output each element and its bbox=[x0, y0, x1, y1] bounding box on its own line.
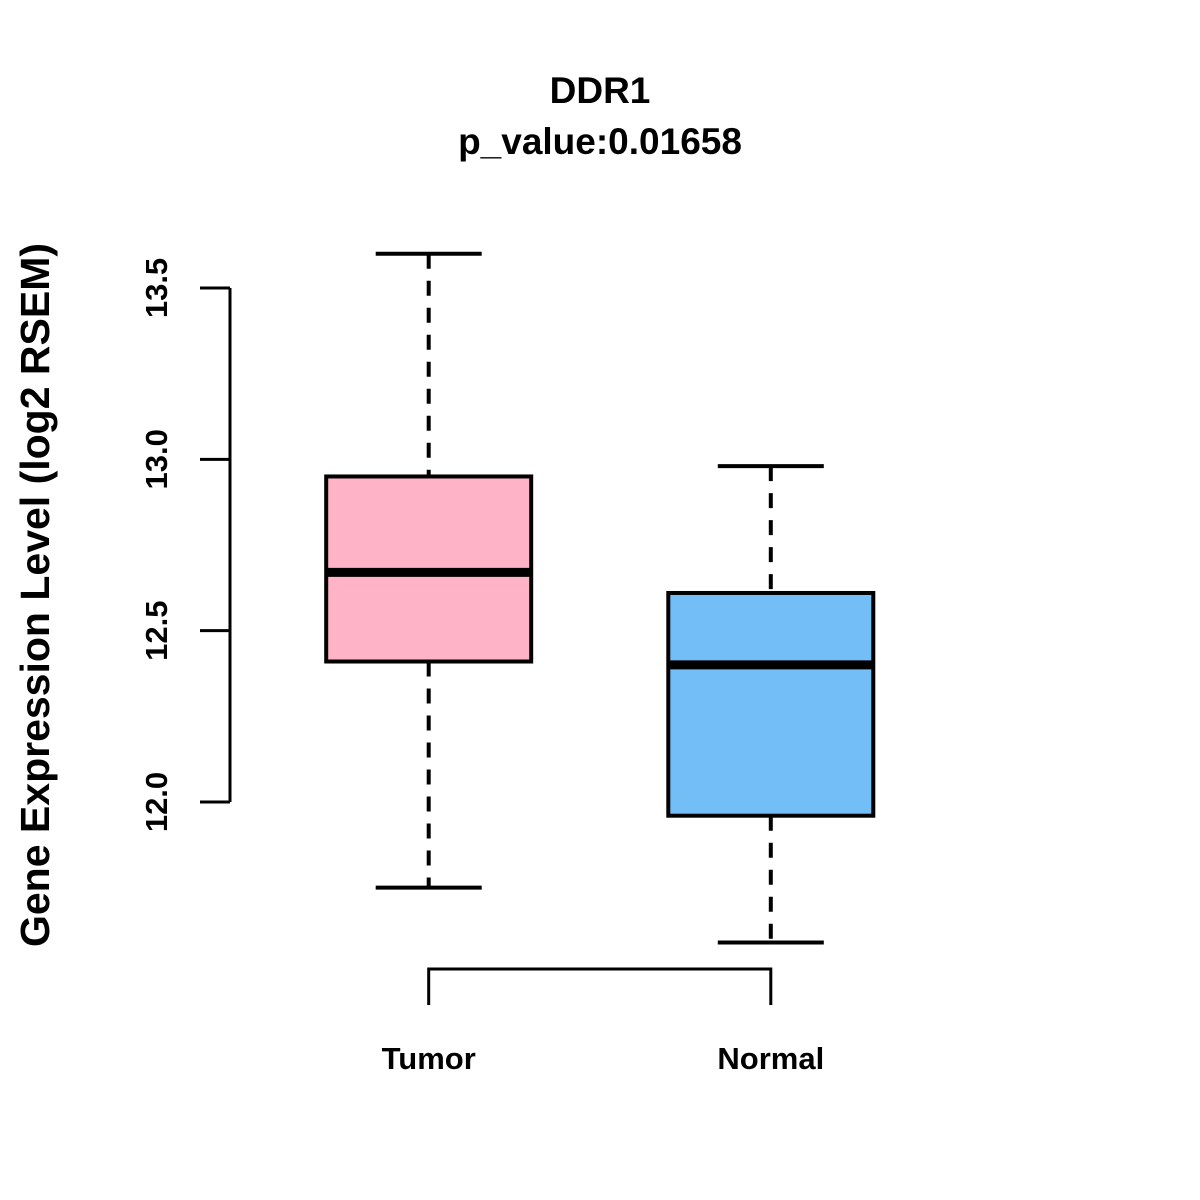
x-category-label-tumor: Tumor bbox=[382, 1041, 476, 1076]
chart-subtitle: p_value:0.01658 bbox=[458, 121, 742, 162]
y-tick-label: 13.5 bbox=[139, 258, 174, 318]
x-category-label-normal: Normal bbox=[717, 1041, 824, 1076]
y-tick-label: 12.0 bbox=[139, 772, 174, 832]
x-axis-bracket bbox=[427, 967, 773, 1005]
chart-title: DDR1 bbox=[549, 70, 651, 111]
y-tick-label: 13.0 bbox=[139, 429, 174, 489]
y-tick-label: 12.5 bbox=[139, 600, 174, 660]
box-normal bbox=[666, 590, 876, 818]
